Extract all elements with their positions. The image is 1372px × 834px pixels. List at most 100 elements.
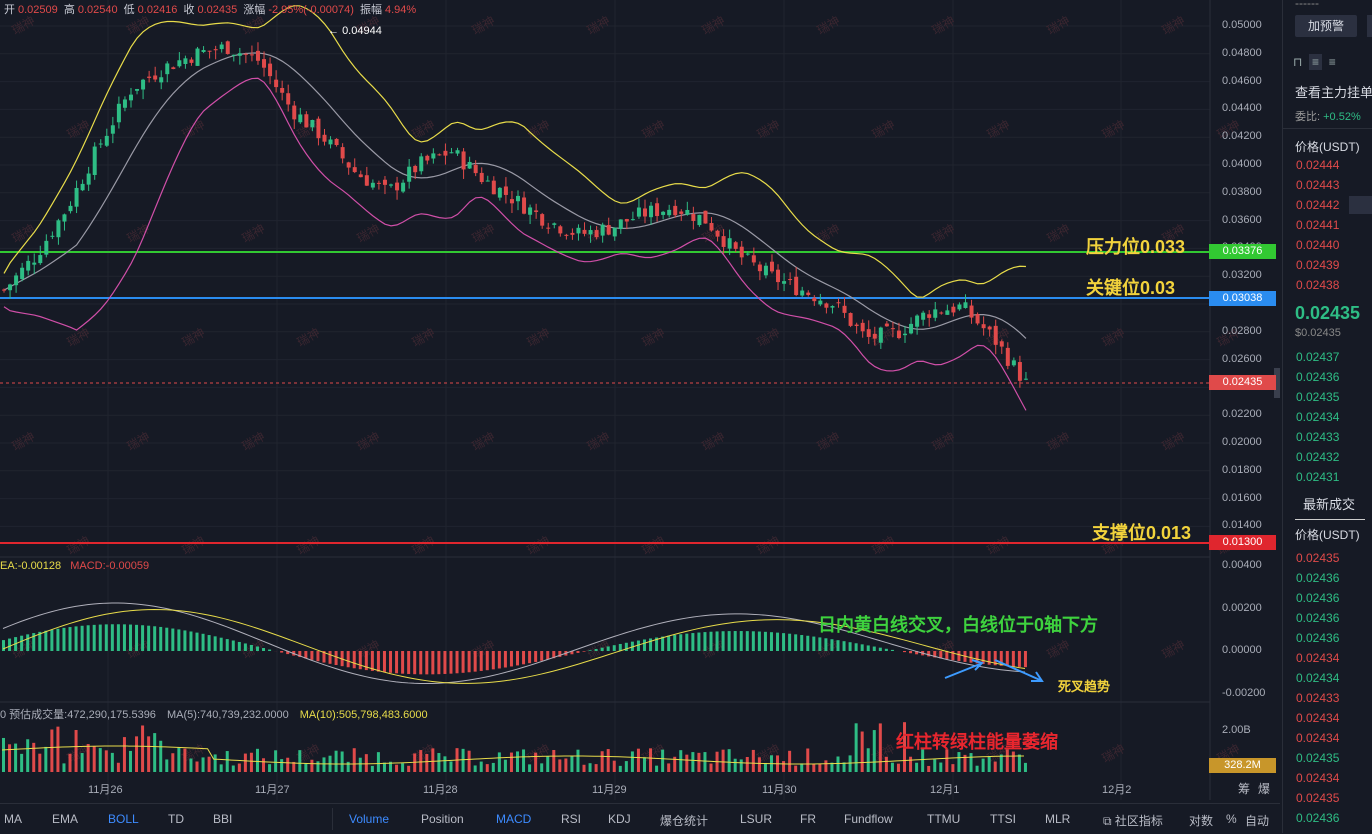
macd-bar [988,651,991,665]
subchart-tab[interactable]: MLR [1045,812,1070,826]
candle-body [347,162,351,167]
time-axis-label: 12月2 [1102,781,1131,797]
subchart-tab[interactable]: Volume [349,812,389,826]
chart-area[interactable]: 瑞神瑞神瑞神瑞神瑞神瑞神瑞神瑞神瑞神瑞神瑞神瑞神瑞神瑞神瑞神瑞神瑞神瑞神瑞神瑞神… [0,0,1280,800]
volume-bar [570,756,573,772]
macd-bar [595,649,598,651]
volume-bar [843,762,846,772]
more-button[interactable] [1367,15,1372,37]
view-main-orders-link[interactable]: 查看主力挂单 [1295,82,1372,101]
resistance-annotation: 压力位0.033 [1086,233,1185,259]
macd-bar [44,631,47,651]
bid-price[interactable]: 0.02434 [1296,410,1339,424]
candle-body [329,140,333,145]
bid-price[interactable]: 0.02431 [1296,470,1339,484]
volume-bar [891,763,894,772]
candle-body [183,58,187,64]
candle-body [238,53,242,56]
chip-toggle[interactable]: 筹 [1238,780,1250,797]
bid-price[interactable]: 0.02436 [1296,370,1339,384]
macd-bar [661,637,664,651]
volume-bar [401,763,404,772]
macd-bar [93,625,96,651]
orderbook-view-icons[interactable]: ⊓ ≡ ≡ [1293,55,1336,69]
log-scale-toggle[interactable]: 对数 [1189,812,1213,829]
macd-bar [734,631,737,651]
macd-bar [492,651,495,669]
subchart-tab[interactable]: Fundflow [844,812,893,826]
ask-price[interactable]: 0.02439 [1296,258,1339,272]
volume-bar [20,754,23,772]
macd-bar [1018,651,1021,667]
subchart-tab[interactable]: RSI [561,812,581,826]
macd-bar [462,651,465,673]
community-indicators-button[interactable]: ⧉ 社区指标 [1103,812,1163,829]
bid-price[interactable]: 0.02435 [1296,390,1339,404]
candle-body [401,183,405,192]
macd-bar [329,651,332,664]
macd-bar [861,644,864,651]
candle-body [419,156,423,171]
macd-bar [202,634,205,651]
volume-bar [238,764,241,772]
trade-price: 0.02436 [1296,811,1339,825]
candle-body [468,162,472,169]
indicator-tab[interactable]: TD [168,812,184,826]
ask-price[interactable]: 0.02438 [1296,278,1339,292]
bid-price[interactable]: 0.02432 [1296,450,1339,464]
candle-body [407,167,411,182]
price-axis-label: 0.04000 [1222,158,1262,170]
candle-body [558,226,562,233]
candle-body [262,59,266,68]
macd-bar [776,633,779,651]
volume-bar [26,739,29,772]
volume-bar [758,757,761,772]
price-axis-label: 0.03600 [1222,214,1262,226]
candle-body [534,210,538,212]
subchart-tab[interactable]: Position [421,812,464,826]
burst-toggle[interactable]: 爆 [1258,780,1270,797]
candle-body [359,174,363,177]
support-price-tag: 0.01300 [1209,535,1276,550]
volume-bar [855,723,858,772]
ask-price[interactable]: 0.02443 [1296,178,1339,192]
candle-body [806,293,810,295]
candle-body [824,303,828,307]
subchart-tab[interactable]: TTSI [990,812,1016,826]
subchart-tab[interactable]: KDJ [608,812,631,826]
subchart-tab[interactable]: FR [800,812,816,826]
indicator-tab[interactable]: EMA [52,812,78,826]
macd-bar [449,651,452,674]
auto-scale-toggle[interactable]: 自动 [1245,812,1269,829]
ask-price[interactable]: 0.02440 [1296,238,1339,252]
volume-bar [196,762,199,772]
ask-price[interactable]: 0.02441 [1296,218,1339,232]
volume-bar [595,764,598,772]
bid-price[interactable]: 0.02433 [1296,430,1339,444]
trades-header: 价格(USDT) [1295,526,1360,543]
ask-price[interactable]: 0.02442 [1296,198,1339,212]
macd-bar [468,651,471,672]
bid-price[interactable]: 0.02437 [1296,350,1339,364]
candle-body [589,230,593,234]
indicator-tab[interactable]: BOLL [108,812,139,826]
indicator-tab[interactable]: MA [4,812,22,826]
macd-bar [244,643,247,651]
percent-toggle[interactable]: % [1226,812,1237,826]
indicator-tab[interactable]: BBI [213,812,232,826]
subchart-tab[interactable]: MACD [496,812,531,826]
macd-bar [335,651,338,665]
subchart-tab[interactable]: LSUR [740,812,772,826]
candle-body [782,281,786,284]
candle-body [951,307,955,313]
ask-price[interactable]: 0.02444 [1296,158,1339,172]
subchart-tab[interactable]: 爆仓统计 [660,812,708,829]
price-axis-label: 0.04200 [1222,130,1262,142]
add-alert-button[interactable]: 加预警 [1295,15,1357,37]
candle-body [322,135,326,142]
subchart-tab[interactable]: TTMU [927,812,960,826]
indicator-toolbar: MA EMA BOLL TD BBI Volume Position MACD RSI KDJ 爆… [0,803,1280,834]
volume-bar [56,727,59,772]
volume-bar [994,762,997,772]
price-axis-label: 0.05000 [1222,19,1262,31]
